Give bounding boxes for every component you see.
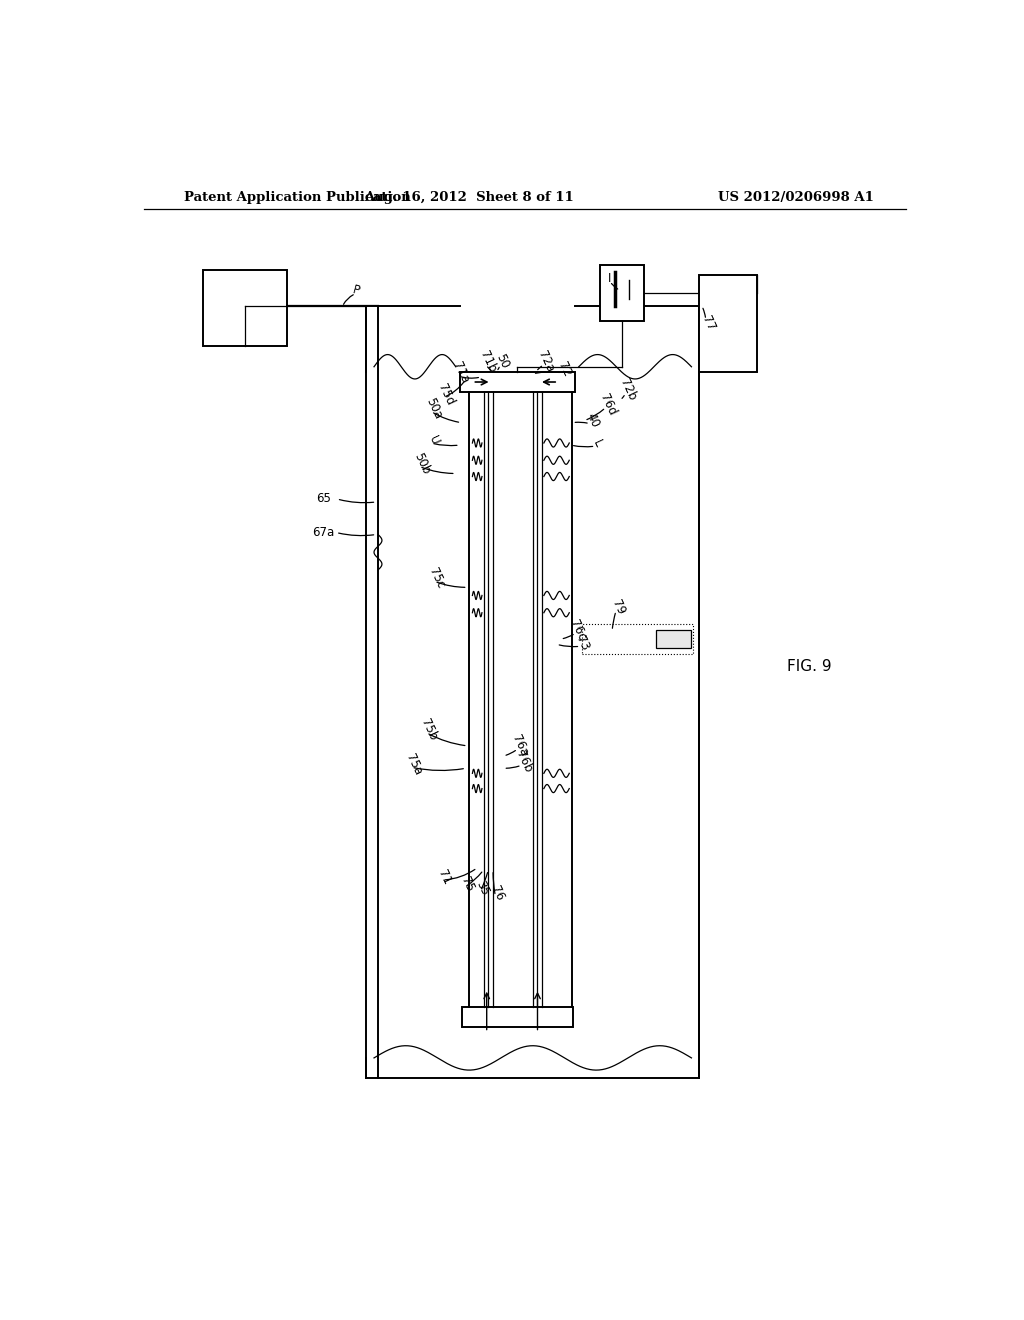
Text: 72: 72: [555, 360, 573, 379]
Text: 76: 76: [488, 883, 507, 903]
Text: 40: 40: [584, 411, 601, 430]
Bar: [655, 630, 691, 648]
Text: 75c: 75c: [426, 566, 447, 590]
Text: 73: 73: [573, 634, 592, 652]
Text: L: L: [591, 437, 605, 449]
Text: Aug. 16, 2012  Sheet 8 of 11: Aug. 16, 2012 Sheet 8 of 11: [365, 191, 574, 203]
Bar: [462, 1007, 573, 1027]
Text: 50a: 50a: [423, 396, 444, 421]
Text: 75: 75: [458, 875, 476, 894]
Text: US 2012/0206998 A1: US 2012/0206998 A1: [718, 191, 873, 203]
Text: Patent Application Publication: Patent Application Publication: [183, 191, 411, 203]
Text: 50: 50: [494, 352, 512, 371]
Bar: [699, 276, 758, 372]
Text: 76c: 76c: [567, 618, 589, 643]
Text: 79: 79: [609, 598, 628, 618]
Text: 76d: 76d: [597, 392, 618, 417]
Bar: [600, 265, 644, 321]
Text: 71a: 71a: [450, 360, 471, 385]
Text: I: I: [608, 272, 611, 285]
Text: 72b: 72b: [617, 378, 639, 403]
Bar: [582, 624, 693, 655]
Text: 65: 65: [316, 492, 332, 506]
Text: 75d: 75d: [435, 381, 457, 407]
Bar: [204, 271, 287, 346]
Text: 75b: 75b: [418, 717, 439, 743]
Text: 71b: 71b: [477, 348, 499, 375]
Text: 75a: 75a: [403, 751, 424, 777]
Text: 76b: 76b: [513, 750, 535, 775]
Bar: [460, 372, 574, 392]
Text: 72a: 72a: [536, 348, 557, 375]
Text: FIG. 9: FIG. 9: [786, 659, 831, 675]
Text: 50b: 50b: [411, 450, 432, 477]
Text: P: P: [350, 284, 360, 298]
Text: 71: 71: [435, 867, 454, 887]
Text: 35: 35: [474, 879, 492, 898]
Text: U: U: [426, 433, 441, 446]
Text: 76a: 76a: [510, 733, 530, 759]
Text: 77: 77: [699, 314, 717, 333]
Text: 67a: 67a: [312, 525, 335, 539]
